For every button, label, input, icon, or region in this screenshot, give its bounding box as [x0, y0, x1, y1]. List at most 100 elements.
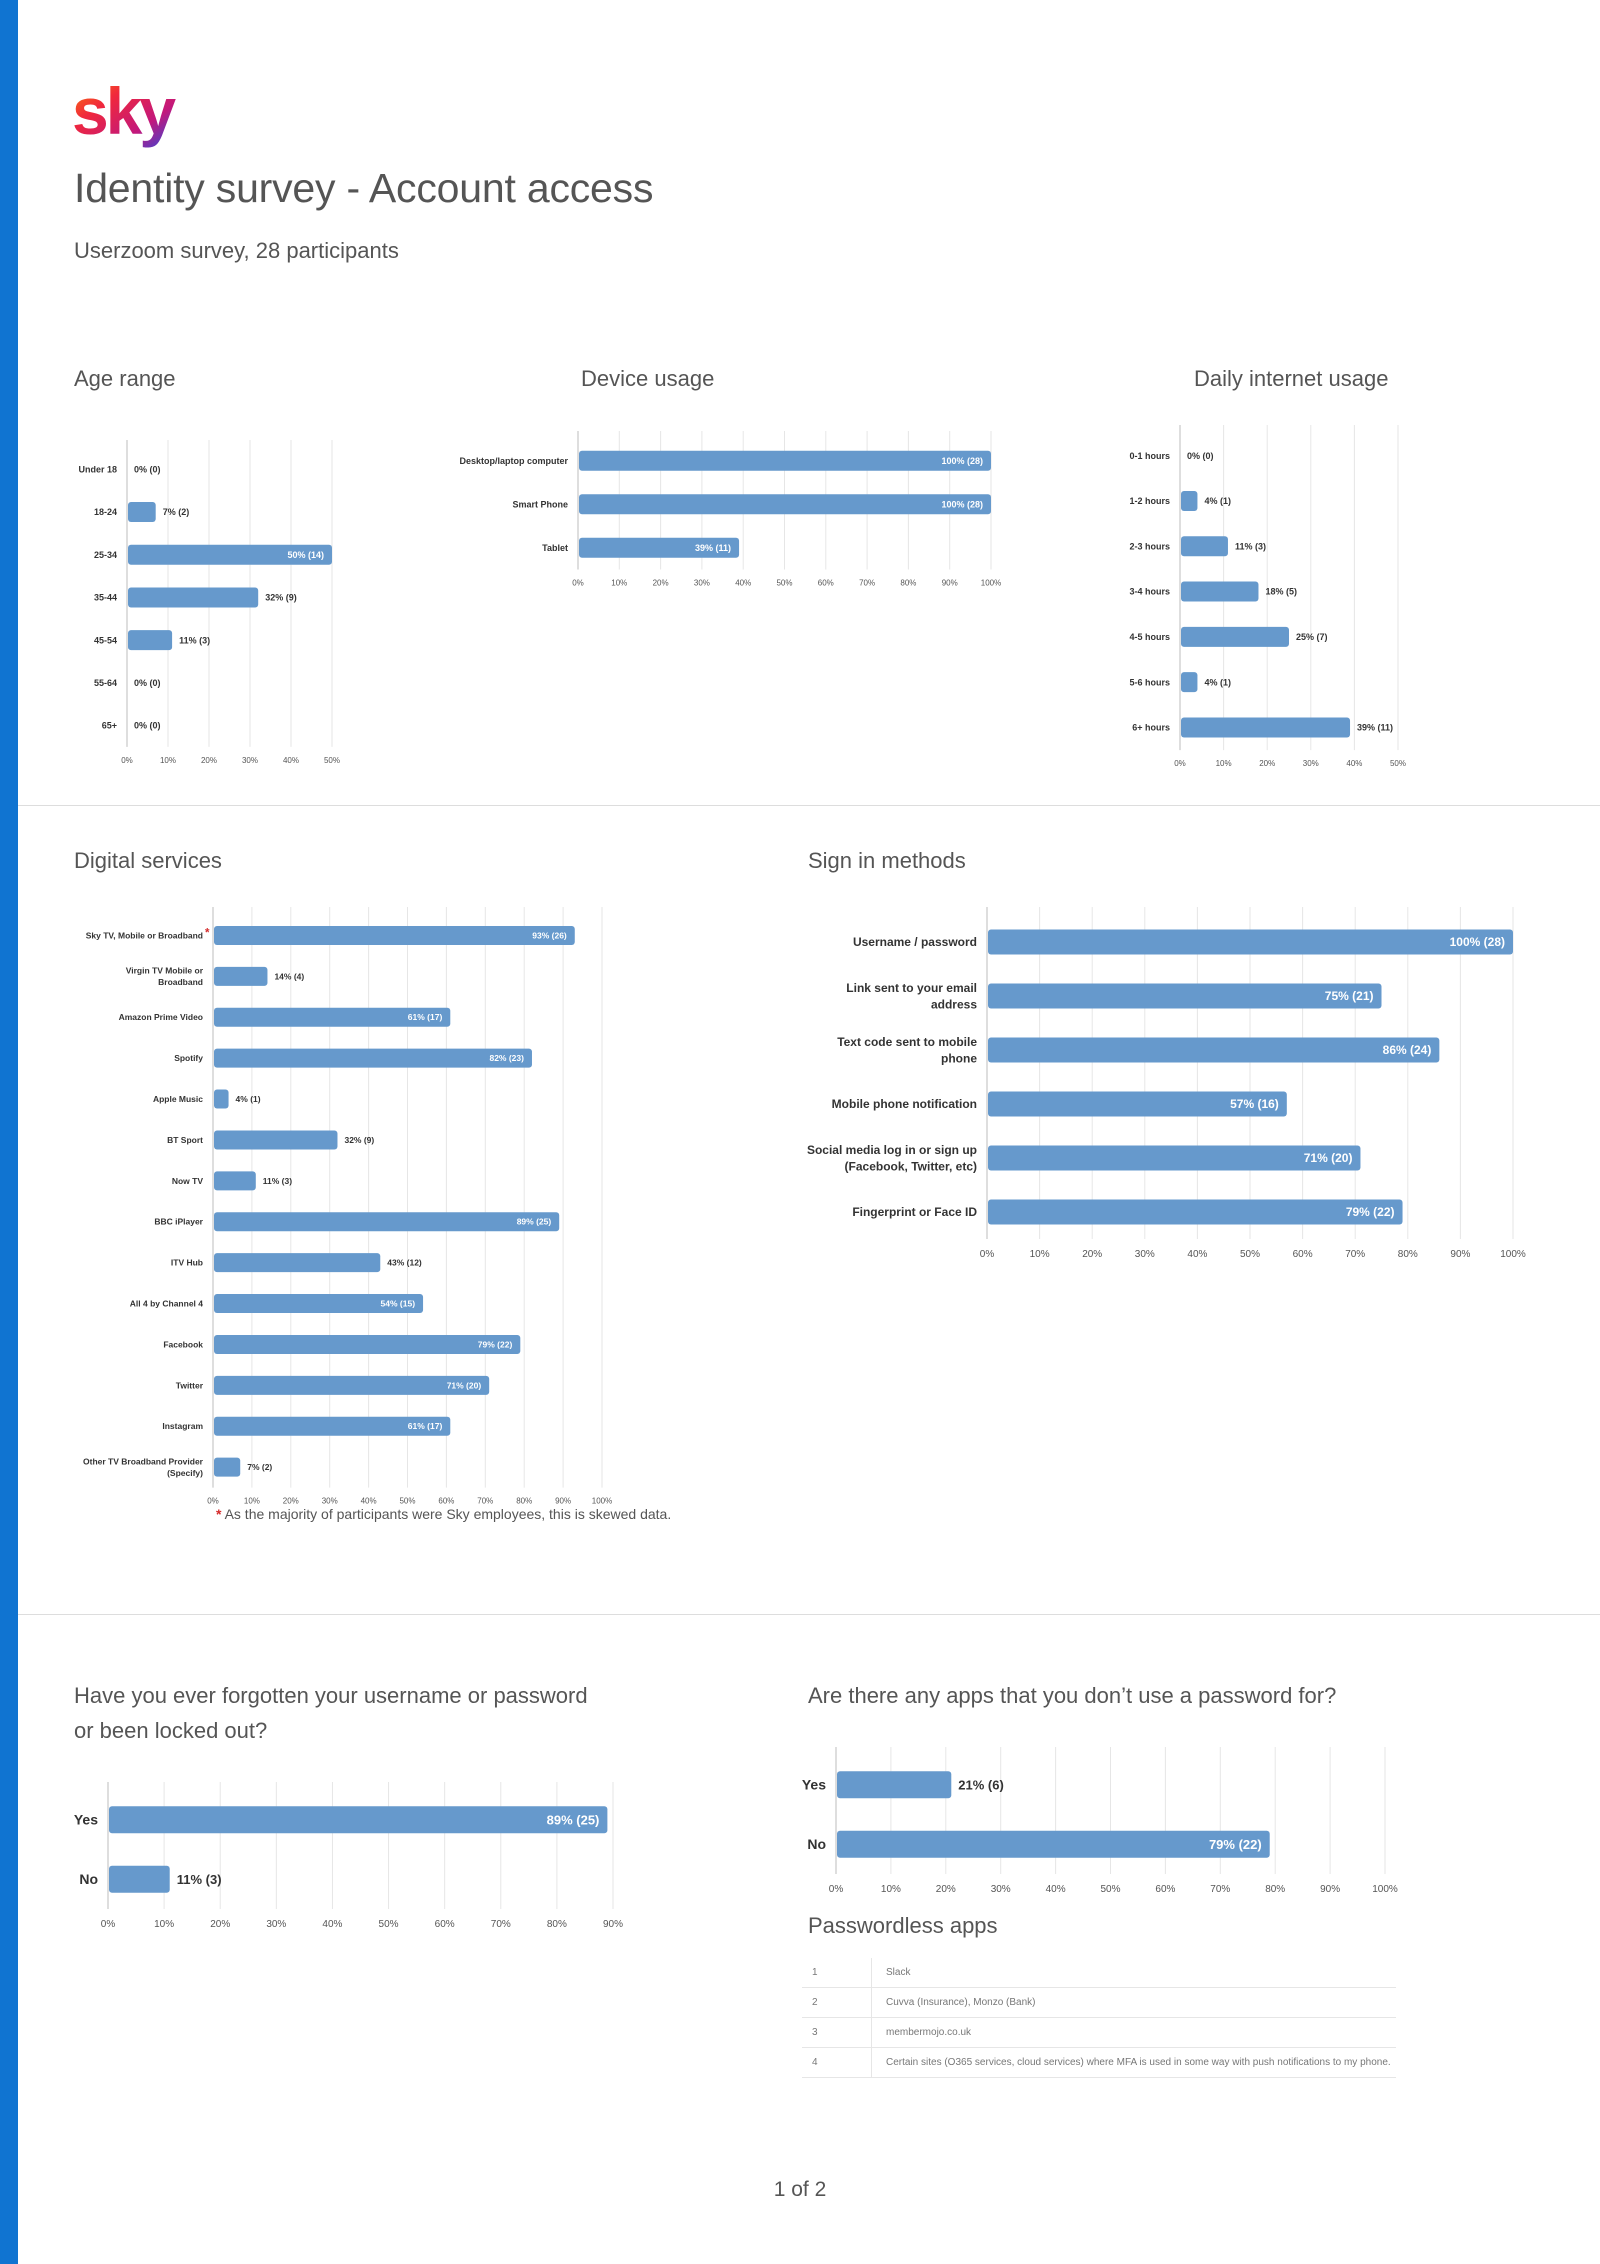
tick-label: 20% — [210, 1919, 230, 1930]
tick-label: 10% — [1030, 1249, 1050, 1260]
tick-label: 30% — [266, 1919, 286, 1930]
data-label: 89% (25) — [517, 1217, 552, 1227]
bar — [579, 494, 991, 515]
footnote-asterisk: * — [216, 1506, 222, 1522]
passwordless-apps-chart: 0% 10% 20% 30% 40% 50% 60% 70% 80% 90% 100% Yes 21% … — [0, 1722, 1600, 1895]
category-label: Fingerprint or Face ID — [852, 1205, 977, 1219]
app-name: Cuvva (Insurance), Monzo (Bank) — [871, 1987, 1396, 2018]
bar — [1181, 717, 1351, 738]
page-number: 1 of 2 — [773, 2178, 827, 2201]
bar — [214, 1089, 229, 1109]
tick-label: 50% — [776, 579, 792, 588]
internet-usage-title: Daily internet usage — [1194, 366, 1389, 391]
tick-label: 40% — [735, 579, 751, 588]
tick-label: 80% — [900, 579, 916, 588]
bar — [988, 983, 1382, 1009]
forgot-credentials-chart: 0% 10% 20% 30% 40% 50% 60% 70% 80% 90% Yes 89% (25)… — [0, 1760, 1600, 1930]
tick-label: 80% — [516, 1497, 532, 1506]
data-label: 11% (3) — [263, 1176, 292, 1186]
category-label: 1-2 hours — [1129, 496, 1170, 506]
category-label: Under 18 — [78, 465, 117, 475]
tick-label: 70% — [491, 1919, 511, 1930]
tick-label: 10% — [881, 1884, 901, 1895]
tick-label: 0% — [207, 1497, 219, 1506]
apps-chart-svg: 0% 10% 20% 30% 40% 50% 60% 70% 80% 90% 100% Yes 21% … — [802, 1747, 1398, 1895]
tick-label: 20% — [283, 1497, 299, 1506]
category-label: Yes — [74, 1812, 98, 1828]
tick-label: 80% — [1398, 1249, 1418, 1260]
category-label: Instagram — [162, 1421, 203, 1431]
app-name: Slack — [871, 1958, 1396, 1988]
digital-services-chart: 0% 10% 20% 30% 40% 50% 60% 70% 80% 90% 100% Sky TV,… — [0, 895, 1600, 1506]
passwordless-apps-title: Passwordless apps — [808, 1913, 998, 1938]
category-label: Mobile phone notification — [832, 1097, 977, 1111]
age-range-chart: 0% 10% 20% 30% 40% 50% Under 18 0% (0) 18-24 7% (… — [0, 420, 1600, 765]
bar — [214, 1007, 451, 1027]
data-label: 79% (22) — [1209, 1837, 1262, 1852]
data-label: 82% (23) — [489, 1053, 524, 1063]
category-label: Amazon Prime Video — [119, 1012, 203, 1022]
tick-label: 40% — [1346, 759, 1362, 768]
data-label: 61% (17) — [408, 1421, 443, 1431]
row-number: 2 — [802, 1987, 872, 2018]
tick-label: 30% — [1303, 759, 1319, 768]
category-label: 6+ hours — [1132, 723, 1170, 733]
tick-label: 50% — [1240, 1249, 1260, 1260]
tick-label: 50% — [1100, 1884, 1120, 1895]
data-label: 100% (28) — [941, 456, 983, 466]
category-label: Username / password — [853, 935, 977, 949]
data-label: 89% (25) — [547, 1812, 600, 1827]
category-label: 18-24 — [94, 507, 117, 517]
internet-usage-chart: 0% 10% 20% 30% 40% 50% 0-1 hours 0% (0) 1-2 hour… — [0, 410, 1600, 768]
category-label: Social media log in or sign up — [807, 1143, 977, 1157]
page-title: Identity survey - Account access — [74, 165, 654, 211]
category-label: (Facebook, Twitter, etc) — [845, 1159, 977, 1173]
data-label: 50% (14) — [287, 550, 324, 560]
category-label: 3-4 hours — [1129, 587, 1170, 597]
bar — [1181, 536, 1228, 557]
data-label: 71% (20) — [1304, 1151, 1353, 1165]
skewed-data-footnote: * As the majority of participants were S… — [216, 1506, 671, 1522]
category-label: 35-44 — [94, 593, 117, 603]
category-label: 55-64 — [94, 678, 117, 688]
bar — [988, 929, 1513, 955]
tick-label: 20% — [653, 579, 669, 588]
category-label: Text code sent to mobile — [837, 1035, 977, 1049]
tick-label: 50% — [399, 1497, 415, 1506]
tick-label: 50% — [324, 756, 340, 765]
bar — [214, 1130, 338, 1150]
data-label: 4% (1) — [236, 1094, 261, 1104]
age-chart-svg: 0% 10% 20% 30% 40% 50% Under 18 0% (0) 18-24 7% (… — [78, 440, 340, 765]
tick-label: 70% — [1345, 1249, 1365, 1260]
category-label: BBC iPlayer — [154, 1217, 203, 1227]
tick-label: 10% — [160, 756, 176, 765]
tick-label: 30% — [322, 1497, 338, 1506]
data-label: 32% (9) — [265, 593, 297, 603]
page-subtitle: Userzoom survey, 28 participants — [74, 238, 399, 263]
data-label: 54% (15) — [381, 1299, 416, 1309]
data-label: 39% (11) — [1357, 723, 1393, 733]
tick-label: 20% — [936, 1884, 956, 1895]
tick-label: 0% — [980, 1249, 995, 1260]
digital-chart-svg: 0% 10% 20% 30% 40% 50% 60% 70% 80% 90% 100% Sky TV,… — [83, 907, 612, 1506]
bar — [214, 1294, 424, 1314]
category-label: Twitter — [176, 1380, 204, 1390]
category-label: Yes — [802, 1777, 826, 1793]
tick-label: 30% — [991, 1884, 1011, 1895]
device-usage-title: Device usage — [581, 366, 715, 391]
passwordless-question-title: Are there any apps that you don’t use a … — [808, 1683, 1337, 1708]
bar — [988, 1199, 1403, 1225]
bar — [214, 1334, 521, 1354]
tick-label: 100% — [1372, 1884, 1398, 1895]
category-label: Now TV — [172, 1176, 203, 1186]
data-label: 4% (1) — [1204, 496, 1231, 506]
tick-label: 70% — [477, 1497, 493, 1506]
tick-label: 60% — [435, 1919, 455, 1930]
bar — [1181, 490, 1198, 511]
category-label: Virgin TV Mobile or — [126, 966, 204, 976]
tick-label: 100% — [1500, 1249, 1526, 1260]
app-name: membermojo.co.uk — [871, 2017, 1396, 2048]
tick-label: 0% — [1174, 759, 1186, 768]
section-divider — [18, 1614, 1600, 1615]
bar — [214, 1048, 532, 1068]
